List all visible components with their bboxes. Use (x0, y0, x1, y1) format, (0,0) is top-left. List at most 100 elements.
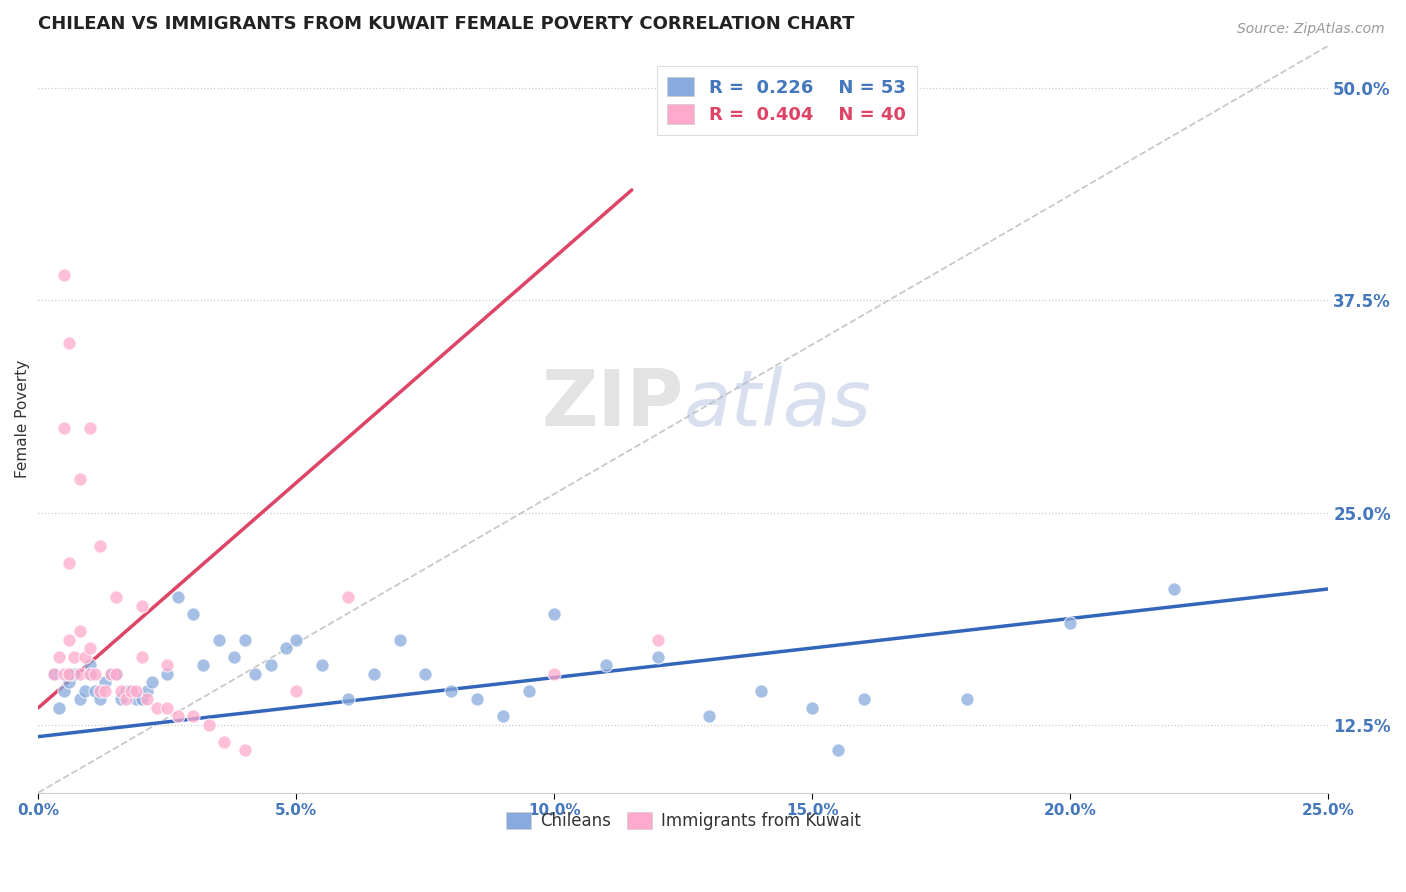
Point (125, 692, 148, 706)
Point (84, 666, 107, 681)
Point (94, 683, 117, 698)
Point (181, 709, 204, 723)
Point (543, 607, 565, 622)
Point (94, 675, 117, 690)
Point (1163, 582, 1185, 596)
Point (388, 632, 411, 647)
Point (224, 649, 246, 664)
Point (100, 666, 122, 681)
Text: atlas: atlas (683, 367, 872, 442)
Point (311, 658, 333, 673)
Point (58, 335, 80, 350)
Point (440, 683, 463, 698)
Point (208, 632, 231, 647)
Point (465, 692, 488, 706)
Point (104, 666, 127, 681)
Point (697, 709, 720, 723)
Point (110, 683, 132, 698)
Point (58, 632, 80, 647)
Point (89, 540, 111, 554)
Point (115, 683, 138, 698)
Point (415, 666, 437, 681)
Point (135, 683, 157, 698)
Point (58, 675, 80, 690)
Point (233, 743, 256, 757)
Point (104, 591, 127, 605)
Point (58, 666, 80, 681)
Point (956, 692, 979, 706)
Point (53, 420, 76, 434)
Point (156, 700, 179, 714)
Text: CHILEAN VS IMMIGRANTS FROM KUWAIT FEMALE POVERTY CORRELATION CHART: CHILEAN VS IMMIGRANTS FROM KUWAIT FEMALE… (38, 15, 855, 33)
Point (517, 683, 540, 698)
Point (131, 599, 153, 613)
Point (243, 666, 266, 681)
Point (120, 683, 142, 698)
Point (852, 692, 875, 706)
Point (69, 624, 91, 639)
Point (69, 692, 91, 706)
Point (63, 666, 86, 681)
Point (801, 700, 824, 714)
Point (69, 666, 91, 681)
Point (595, 658, 617, 673)
Point (53, 683, 76, 698)
Point (48, 649, 70, 664)
Point (69, 472, 91, 486)
Point (647, 649, 669, 664)
Point (336, 591, 359, 605)
Point (89, 683, 111, 698)
Point (285, 683, 308, 698)
Point (166, 591, 188, 605)
Point (146, 700, 169, 714)
Point (336, 692, 359, 706)
Point (42, 666, 65, 681)
Point (79, 420, 101, 434)
Point (100, 666, 122, 681)
Point (42, 666, 65, 681)
Point (749, 683, 772, 698)
Point (53, 666, 76, 681)
Point (104, 666, 127, 681)
Point (193, 658, 215, 673)
Y-axis label: Female Poverty: Female Poverty (15, 360, 30, 478)
Point (647, 632, 669, 647)
Point (48, 700, 70, 714)
Point (543, 666, 565, 681)
Point (84, 683, 107, 698)
Point (131, 692, 153, 706)
Point (89, 692, 111, 706)
Point (53, 268, 76, 282)
Point (63, 649, 86, 664)
Point (156, 666, 179, 681)
Point (58, 557, 80, 571)
Point (58, 666, 80, 681)
Point (79, 666, 101, 681)
Point (259, 658, 281, 673)
Point (79, 666, 101, 681)
Point (212, 735, 235, 749)
Point (120, 683, 142, 698)
Point (73, 649, 96, 664)
Point (125, 683, 148, 698)
Text: ZIP: ZIP (541, 367, 683, 442)
Point (285, 632, 308, 647)
Point (181, 607, 204, 622)
Point (141, 675, 163, 690)
Point (166, 709, 188, 723)
Point (827, 743, 849, 757)
Point (115, 692, 138, 706)
Point (131, 649, 153, 664)
Text: Source: ZipAtlas.com: Source: ZipAtlas.com (1237, 22, 1385, 37)
Point (79, 641, 101, 656)
Point (110, 692, 132, 706)
Point (1059, 615, 1081, 630)
Point (156, 658, 179, 673)
Point (79, 658, 101, 673)
Point (363, 666, 385, 681)
Point (492, 709, 515, 723)
Point (274, 641, 297, 656)
Legend: Chileans, Immigrants from Kuwait: Chileans, Immigrants from Kuwait (499, 805, 868, 837)
Point (73, 683, 96, 698)
Point (135, 692, 157, 706)
